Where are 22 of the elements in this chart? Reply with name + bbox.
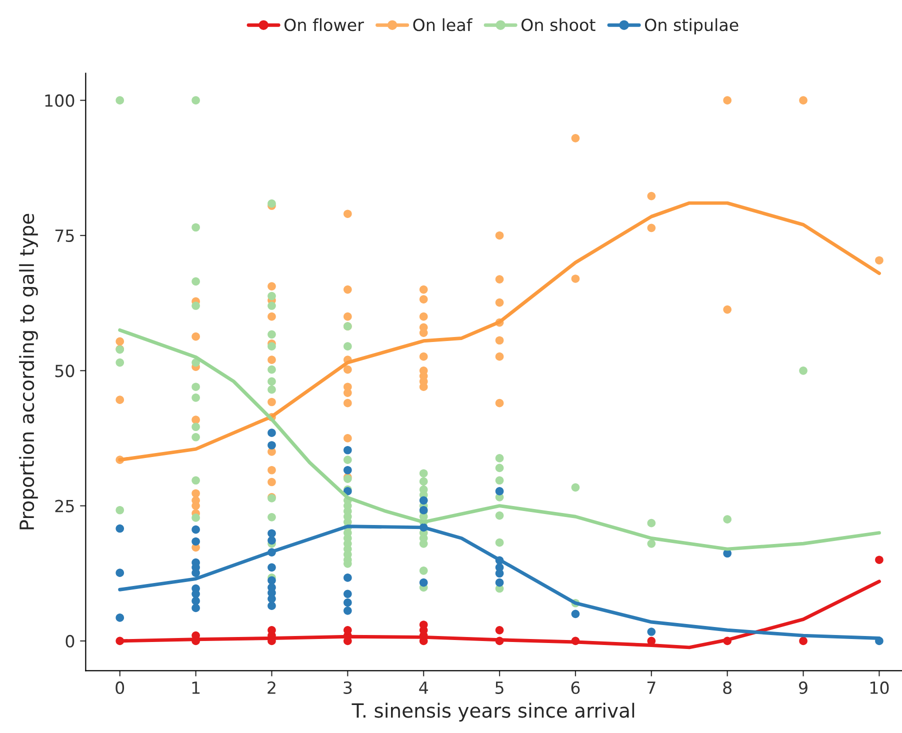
x-tick-label: 8 <box>723 681 732 694</box>
x-tick-label: 7 <box>647 682 656 694</box>
y-axis-title: Proportion according to gall type <box>19 214 38 530</box>
x-axis-title: T. sinensis years since arrival <box>352 702 634 722</box>
x-tick-label: 5 <box>496 682 504 694</box>
x-tick-label: 3 <box>344 681 352 694</box>
y-tick-label: 25 <box>55 500 74 512</box>
legend-label: On stipulae <box>645 18 738 34</box>
legend-label: On leaf <box>413 18 473 32</box>
legend-label: On shoot <box>522 18 596 32</box>
x-tick-label: 10 <box>870 681 889 694</box>
y-tick-label: 100 <box>45 94 74 107</box>
x-tick-label: 2 <box>268 681 276 694</box>
legend-label: On flower <box>284 18 364 32</box>
x-tick-label: 1 <box>192 682 200 694</box>
y-tick-label: 75 <box>55 230 74 242</box>
x-tick-label: 9 <box>799 681 808 694</box>
x-tick-label: 6 <box>571 681 580 694</box>
x-tick-label: 4 <box>419 682 428 694</box>
y-tick-label: 0 <box>66 634 74 648</box>
x-tick-label: 0 <box>116 681 124 694</box>
y-tick-label: 50 <box>55 364 74 378</box>
